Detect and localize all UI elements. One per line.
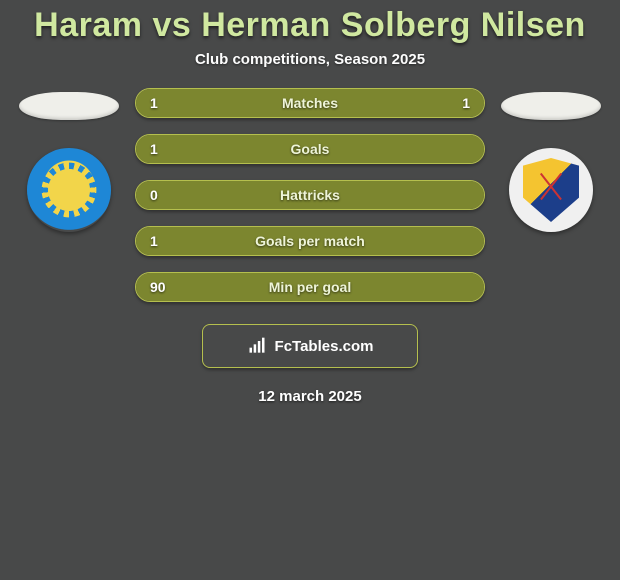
- right-column: [499, 88, 603, 232]
- chart-bars-icon: [247, 336, 267, 356]
- stats-list: 1 Matches 1 1 Goals 0 Hattricks: [135, 88, 485, 302]
- stat-row: 0 Hattricks: [135, 180, 485, 210]
- stat-row: 1 Goals per match: [135, 226, 485, 256]
- stat-row: 1 Goals: [135, 134, 485, 164]
- stat-label: Hattricks: [280, 187, 340, 203]
- stat-label: Min per goal: [269, 279, 351, 295]
- comparison-card: Haram vs Herman Solberg Nilsen Club comp…: [0, 0, 620, 405]
- shield-icon: [523, 158, 579, 222]
- stat-label: Matches: [282, 95, 338, 111]
- right-name-banner: [501, 92, 601, 120]
- stat-label: Goals: [291, 141, 330, 157]
- stat-left-value: 1: [150, 95, 158, 111]
- stat-label: Goals per match: [255, 233, 365, 249]
- page-subtitle: Club competitions, Season 2025: [195, 51, 425, 68]
- mid-row: 1 Matches 1 1 Goals 0 Hattricks: [0, 88, 620, 302]
- left-column: [17, 88, 121, 232]
- watermark[interactable]: FcTables.com: [202, 324, 418, 368]
- stat-row: 1 Matches 1: [135, 88, 485, 118]
- stat-right-value: 1: [462, 95, 470, 111]
- date-text: 12 march 2025: [258, 388, 361, 405]
- watermark-text: FcTables.com: [275, 338, 374, 355]
- left-club-crest-icon: [27, 148, 111, 232]
- page-title: Haram vs Herman Solberg Nilsen: [34, 6, 586, 45]
- right-club-crest-icon: [509, 148, 593, 232]
- stat-left-value: 1: [150, 141, 158, 157]
- left-name-banner: [19, 92, 119, 120]
- stat-left-value: 90: [150, 279, 166, 295]
- stat-row: 90 Min per goal: [135, 272, 485, 302]
- stat-left-value: 1: [150, 233, 158, 249]
- stat-left-value: 0: [150, 187, 158, 203]
